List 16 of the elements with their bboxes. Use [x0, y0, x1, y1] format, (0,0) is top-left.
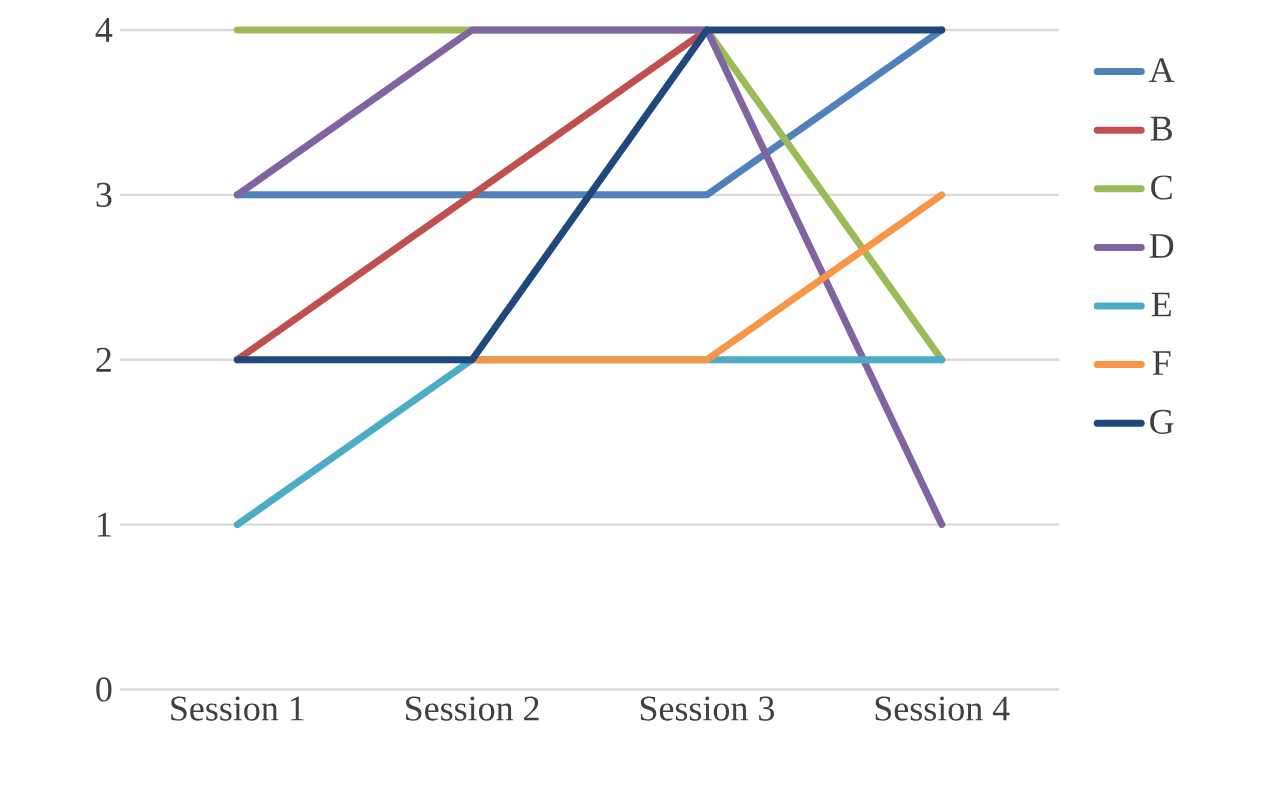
- x-tick-label: Session 3: [640, 696, 774, 721]
- legend-label: A: [1149, 57, 1175, 82]
- x-tick-label: Session 2: [406, 696, 539, 721]
- legend-label: D: [1149, 233, 1174, 258]
- legend-label: E: [1151, 292, 1171, 317]
- y-tick-label: 4: [95, 17, 113, 42]
- y-tick-label: 1: [98, 512, 111, 537]
- legend-label: B: [1150, 116, 1172, 141]
- legend-label: G: [1150, 409, 1174, 434]
- legend-label: C: [1151, 175, 1172, 200]
- y-tick-label: 0: [96, 677, 112, 702]
- legend-label: F: [1152, 351, 1171, 375]
- y-tick-label: 3: [96, 182, 112, 207]
- x-tick-label: Session 1: [171, 696, 304, 721]
- y-tick-label: 2: [96, 347, 111, 372]
- x-tick-label: Session 4: [875, 696, 1010, 721]
